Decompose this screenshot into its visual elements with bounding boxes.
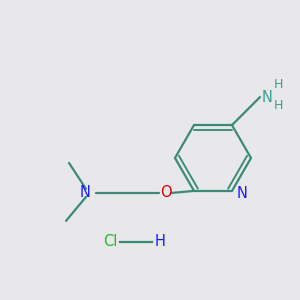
Text: O: O <box>160 185 172 200</box>
Text: Cl: Cl <box>103 235 118 250</box>
Text: N: N <box>262 90 273 105</box>
Text: N: N <box>80 185 91 200</box>
Text: H: H <box>274 99 284 112</box>
Text: H: H <box>274 78 284 91</box>
Text: H: H <box>155 235 166 250</box>
Text: N: N <box>237 186 248 201</box>
